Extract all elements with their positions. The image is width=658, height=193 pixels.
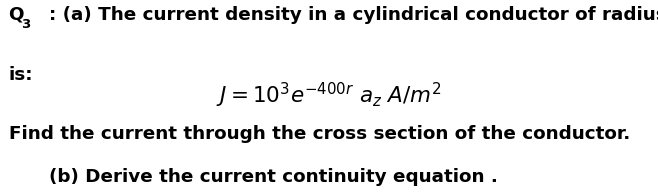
Text: (b) Derive the current continuity equation .: (b) Derive the current continuity equati… [49, 168, 498, 186]
Text: Find the current through the cross section of the conductor.: Find the current through the cross secti… [9, 125, 630, 143]
Text: is:: is: [9, 66, 33, 84]
Text: $J = 10^3e^{-400r}\ a_z\ A/m^2$: $J = 10^3e^{-400r}\ a_z\ A/m^2$ [216, 81, 442, 110]
Text: : (a) The current density in a cylindrical conductor of radius 2mm: : (a) The current density in a cylindric… [49, 6, 658, 24]
Text: Q: Q [9, 6, 24, 24]
Text: 3: 3 [21, 18, 31, 31]
